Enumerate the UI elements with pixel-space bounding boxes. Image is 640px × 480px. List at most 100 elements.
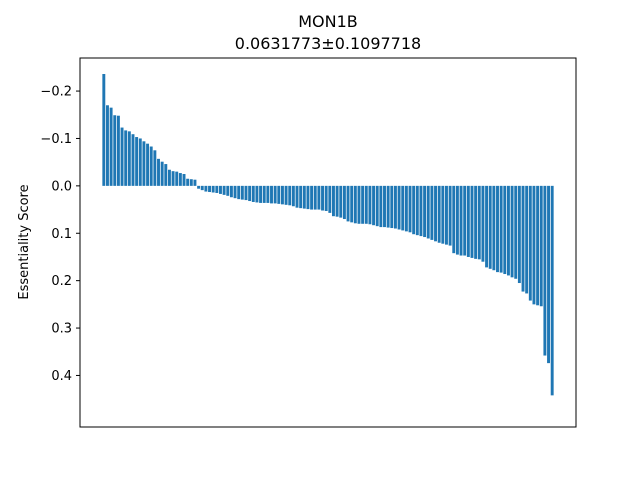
bar	[528, 185, 532, 301]
bar	[532, 185, 536, 305]
bar	[175, 171, 179, 186]
bar	[164, 164, 168, 186]
bar	[113, 115, 117, 186]
bar	[383, 185, 386, 228]
bar	[193, 179, 197, 186]
bar	[200, 185, 204, 191]
bar	[116, 115, 120, 186]
bar	[102, 74, 106, 186]
bar	[379, 185, 383, 228]
y-tick-label: 0.3	[51, 322, 72, 337]
bar	[270, 185, 273, 204]
bar	[182, 174, 186, 186]
bar	[445, 185, 448, 245]
bar	[452, 185, 456, 254]
bar	[171, 171, 175, 186]
bar	[441, 185, 445, 244]
bar	[321, 185, 324, 211]
bar	[517, 185, 521, 284]
bar	[124, 130, 128, 186]
bar	[167, 169, 171, 186]
bar	[477, 185, 481, 260]
bar	[412, 185, 416, 235]
bar	[415, 185, 419, 236]
bar	[291, 185, 295, 207]
y-tick-label: 0.4	[51, 369, 72, 384]
bar	[255, 185, 259, 203]
bar	[437, 185, 441, 243]
bar	[328, 185, 332, 213]
bar	[313, 185, 317, 210]
bar	[138, 138, 142, 186]
bar	[404, 185, 408, 232]
bar	[332, 185, 335, 217]
bar	[160, 161, 164, 186]
bar	[393, 185, 397, 229]
bar	[135, 137, 139, 186]
y-tick-label: −0.2	[40, 85, 72, 100]
bar	[335, 185, 339, 217]
bar	[463, 185, 467, 256]
bar	[157, 158, 160, 186]
bar	[372, 185, 376, 226]
bar	[288, 185, 292, 206]
bar	[248, 185, 252, 202]
bar	[146, 143, 150, 186]
bar	[466, 185, 470, 257]
bar	[237, 185, 241, 200]
bar	[178, 173, 182, 186]
bar	[127, 131, 131, 186]
bar	[226, 185, 230, 196]
bar	[346, 185, 350, 222]
bar	[426, 185, 430, 239]
bar	[514, 185, 518, 279]
bar	[109, 107, 113, 186]
bar	[485, 185, 489, 268]
bar	[506, 185, 510, 276]
bar	[434, 185, 437, 242]
bar	[131, 134, 135, 186]
bar	[353, 185, 357, 224]
bar	[273, 185, 277, 204]
bar	[474, 185, 478, 259]
bar	[186, 178, 190, 186]
bar	[189, 179, 193, 186]
bar	[488, 185, 492, 269]
chart-title: MON1B	[298, 12, 358, 31]
bar	[543, 185, 547, 356]
bar	[386, 185, 390, 228]
bar	[448, 185, 452, 246]
bar	[503, 185, 507, 275]
bar	[106, 105, 109, 186]
bar	[496, 185, 499, 273]
bar	[149, 146, 153, 186]
y-ticks-group: −0.2 −0.1 0.0 0.1 0.2 0.3 0.4	[40, 85, 80, 384]
bar	[536, 185, 540, 306]
y-tick-label: 0.1	[51, 227, 72, 242]
bar	[350, 185, 354, 223]
bar	[259, 185, 263, 203]
bar	[361, 185, 365, 224]
bar	[419, 185, 423, 237]
bar	[280, 185, 284, 205]
bar	[364, 185, 368, 224]
bar	[547, 185, 550, 364]
bar	[222, 185, 226, 195]
bar	[219, 185, 222, 194]
bar	[375, 185, 379, 227]
bar	[459, 185, 463, 256]
bar	[153, 150, 157, 186]
bar	[499, 185, 503, 273]
bar	[197, 185, 201, 189]
bar	[229, 185, 233, 198]
chart-subtitle: 0.0631773±0.1097718	[235, 34, 421, 53]
bar	[215, 185, 219, 193]
bars-group	[102, 74, 554, 396]
bar	[295, 185, 299, 208]
plot-frame	[79, 57, 577, 428]
bar	[401, 185, 405, 231]
y-axis-label: Essentiality Score	[17, 184, 32, 299]
bar	[423, 185, 427, 238]
bar	[266, 185, 270, 203]
bar	[339, 185, 343, 218]
